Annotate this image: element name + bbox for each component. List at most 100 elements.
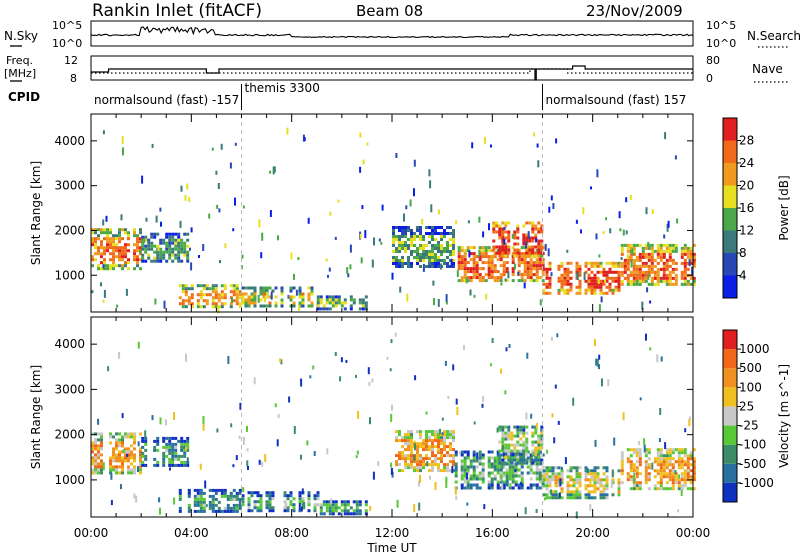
heatmap-cell [487, 474, 491, 478]
heatmap-cell [136, 258, 139, 262]
heatmap-cell [97, 418, 100, 425]
heatmap-cell [520, 279, 524, 283]
heatmap-cell [656, 457, 660, 461]
heatmap-cell [352, 509, 356, 513]
heatmap-cell [683, 276, 687, 280]
heatmap-cell [130, 444, 133, 448]
heatmap-cell [659, 478, 663, 482]
heatmap-cell [118, 249, 121, 253]
heatmap-cell [232, 497, 236, 501]
heatmap-cell [220, 293, 224, 297]
heatmap-cell [115, 432, 118, 436]
heatmap-cell [638, 454, 642, 458]
heatmap-cell [395, 256, 398, 259]
heatmap-cell [504, 449, 508, 453]
heatmap-cell [156, 442, 160, 446]
heatmap-cell [274, 301, 278, 305]
heatmap-cell [440, 454, 443, 458]
heatmap-cell [162, 451, 166, 455]
heatmap-cell [493, 474, 497, 478]
heatmap-cell [259, 286, 263, 290]
heatmap-cell [274, 403, 277, 408]
heatmap-cell [265, 506, 269, 510]
heatmap-cell [97, 432, 100, 436]
heatmap-cell [364, 307, 368, 311]
heatmap-cell [452, 460, 455, 464]
heatmap-cell [665, 267, 669, 271]
heatmap-cell [674, 481, 678, 485]
heatmap-cell [505, 453, 509, 457]
heatmap-cell [171, 250, 175, 254]
heatmap-cell [531, 227, 535, 231]
heatmap-cell [504, 434, 508, 438]
colorbar-swatch [723, 444, 737, 464]
heatmap-cell [422, 442, 425, 446]
heatmap-cell [288, 396, 291, 403]
heatmap-cell [416, 259, 419, 262]
heatmap-cell [449, 226, 452, 229]
heatmap-cell [298, 289, 302, 293]
heatmap-cell [554, 472, 558, 476]
heatmap-cell [578, 264, 582, 268]
heatmap-cell [434, 253, 437, 256]
heatmap-cell [261, 232, 264, 241]
heatmap-cell [572, 397, 575, 406]
heatmap-cell [139, 459, 142, 463]
heatmap-cell [174, 232, 178, 236]
heatmap-cell [472, 465, 476, 469]
heatmap-cell [520, 273, 524, 277]
heatmap-cell [466, 502, 469, 506]
heatmap-cell [121, 462, 124, 466]
heatmap-cell [545, 285, 549, 289]
heatmap-cell [118, 471, 121, 475]
heatmap-cell [127, 267, 130, 271]
heatmap-cell [554, 484, 558, 488]
heatmap-cell [511, 465, 515, 469]
heatmap-cell [528, 245, 532, 249]
heatmap-cell [680, 472, 684, 476]
heatmap-cell [490, 249, 494, 253]
heatmap-cell [632, 261, 636, 265]
heatmap-cell [460, 474, 464, 478]
heatmap-cell [437, 463, 440, 467]
heatmap-cell [211, 299, 215, 303]
heatmap-cell [513, 233, 517, 237]
heatmap-cell [187, 509, 191, 513]
heatmap-cell [659, 484, 663, 488]
heatmap-cell [692, 279, 696, 283]
heatmap-cell [121, 413, 124, 419]
heatmap-cell [469, 462, 473, 466]
heatmap-cell [171, 259, 175, 263]
heatmap-cell [109, 258, 112, 262]
heatmap-cell [334, 236, 337, 240]
heatmap-cell [511, 270, 515, 274]
heatmap-cell [478, 486, 482, 490]
heatmap-cell [575, 469, 579, 473]
heatmap-cell [440, 232, 443, 235]
heatmap-cell [691, 266, 694, 275]
heatmap-cell [617, 270, 621, 274]
heatmap-cell [334, 295, 338, 299]
heatmap-cell [651, 462, 654, 470]
heatmap-cell [100, 252, 103, 256]
heatmap-cell [545, 282, 549, 286]
heatmap-cell [449, 244, 452, 247]
heatmap-cell [431, 439, 434, 443]
heatmap-cell [364, 301, 368, 305]
heatmap-cell [620, 246, 624, 250]
heatmap-cell [103, 252, 106, 256]
heatmap-cell [416, 451, 419, 455]
heatmap-cell [535, 270, 539, 274]
heatmap-cell [522, 233, 526, 237]
heatmap-cell [449, 469, 452, 473]
heatmap-cell [686, 469, 690, 473]
heatmap-cell [617, 279, 621, 283]
heatmap-cell [253, 292, 257, 296]
heatmap-cell [575, 490, 579, 494]
heatmap-cell [662, 463, 666, 467]
heatmap-cell [253, 491, 257, 495]
heatmap-cell [425, 232, 428, 235]
heatmap-cell [392, 262, 395, 265]
heatmap-cell [548, 478, 552, 482]
heatmap-cell [478, 216, 481, 223]
